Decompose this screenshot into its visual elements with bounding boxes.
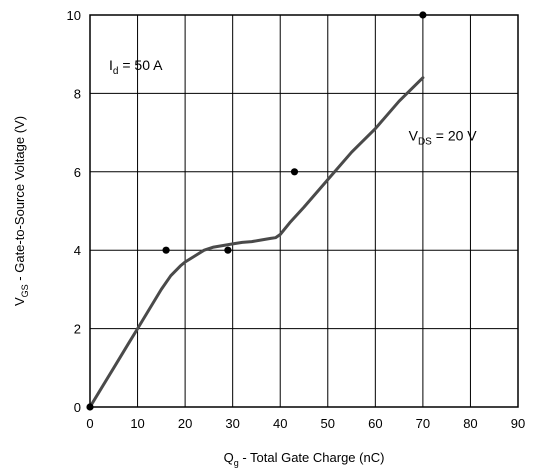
annotation-vds: VDS = 20 V [409,127,478,147]
x-axis-title-main: Q [224,450,234,465]
y-tick-label: 10 [67,8,81,23]
y-axis-title-rest: - Gate-to-Source Voltage (V) [12,116,27,284]
x-tick-label: 10 [130,416,144,431]
plot-area [90,15,518,407]
x-tick-label: 0 [86,416,93,431]
y-tick-labels: 0 2 4 6 8 10 [67,8,81,415]
y-tick-label: 2 [74,322,81,337]
y-tick-label: 4 [74,243,81,258]
x-tick-label: 50 [321,416,335,431]
marker-layer [86,11,427,411]
annotation-current-sub: d [113,66,119,77]
y-tick-label: 8 [74,86,81,101]
plot-frame [89,14,519,408]
x-axis-title: Qg - Total Gate Charge (nC) [224,450,385,468]
annotation-vds-main: V [409,127,419,143]
annotation-current-main: I [109,57,113,73]
x-tick-labels: 0 10 20 30 40 50 60 70 80 90 [86,416,525,431]
x-tick-label: 70 [416,416,430,431]
series-layer [88,76,425,409]
x-tick-label: 90 [511,416,525,431]
x-axis-title-sub: g [234,458,239,468]
data-point-marker [162,246,170,254]
data-point-marker [290,168,299,176]
data-point-marker [224,246,232,254]
y-axis-title: VGS - Gate-to-Source Voltage (V) [12,116,30,306]
y-tick-label: 6 [74,165,81,180]
x-axis-title-rest: - Total Gate Charge (nC) [239,450,385,465]
annotations: Id = 50 A VDS = 20 V [109,57,477,148]
annotation-vds-rest: = 20 V [432,127,477,143]
x-tick-label: 40 [273,416,287,431]
annotation-vds-sub: DS [418,136,432,147]
x-tick-label: 30 [225,416,239,431]
annotation-current-rest: = 50 A [118,57,163,73]
x-tick-label: 60 [368,416,382,431]
y-tick-label: 0 [74,400,81,415]
x-tick-label: 20 [178,416,192,431]
x-tick-label: 80 [463,416,477,431]
y-axis-title-sub: GS [20,284,30,297]
series-line [88,76,425,409]
annotation-current: Id = 50 A [109,57,163,77]
y-axis-title-main: V [12,297,27,306]
